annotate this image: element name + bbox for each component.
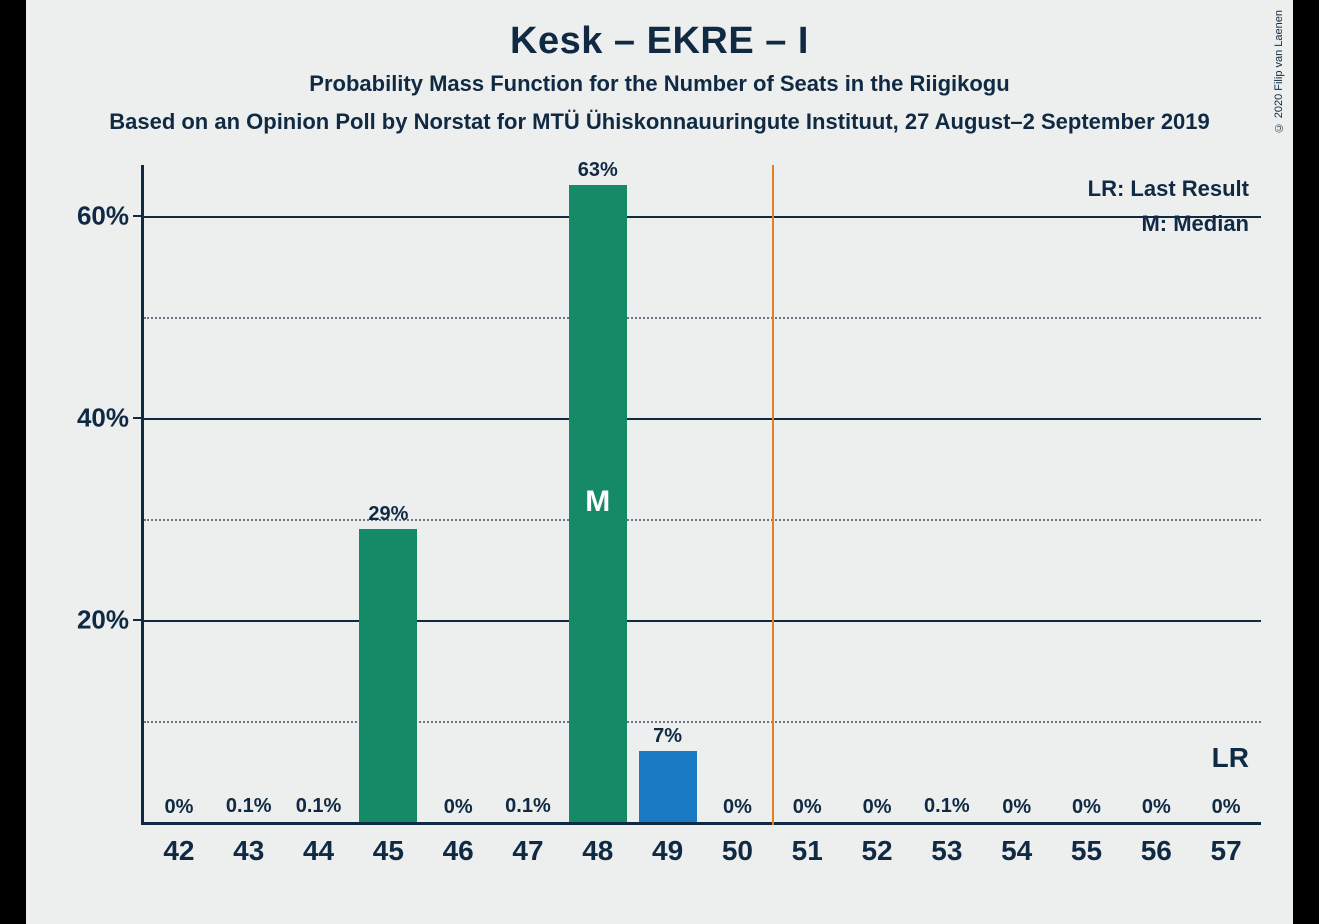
copyright-text: © 2020 Filip van Laenen bbox=[1273, 10, 1285, 133]
x-tick-label: 57 bbox=[1191, 835, 1261, 867]
chart-container: © 2020 Filip van Laenen Kesk – EKRE – I … bbox=[26, 0, 1293, 924]
bar-value-label: 0% bbox=[1191, 796, 1261, 819]
bar-value-label: 7% bbox=[633, 725, 703, 748]
y-tick-label: 60% bbox=[49, 200, 129, 231]
y-axis-line bbox=[141, 165, 144, 825]
x-tick-label: 48 bbox=[563, 835, 633, 867]
x-axis-line bbox=[141, 822, 1261, 825]
x-tick-label: 47 bbox=[493, 835, 563, 867]
y-tick-label: 40% bbox=[49, 402, 129, 433]
gridline-major bbox=[144, 418, 1261, 420]
bar-value-label: 0.1% bbox=[493, 795, 563, 818]
bar-value-label: 0% bbox=[423, 796, 493, 819]
x-tick-label: 42 bbox=[144, 835, 214, 867]
gridline-major bbox=[144, 216, 1261, 218]
x-tick-label: 56 bbox=[1121, 835, 1191, 867]
y-tick-label: 20% bbox=[49, 604, 129, 635]
plot-area: LR: Last Result M: Median 20%40%60% 0%42… bbox=[141, 165, 1261, 825]
bar-value-label: 0% bbox=[1121, 796, 1191, 819]
lr-label: LR bbox=[1212, 742, 1249, 774]
x-tick-label: 53 bbox=[912, 835, 982, 867]
legend: LR: Last Result M: Median bbox=[1088, 171, 1249, 241]
bar-value-label: 0% bbox=[772, 796, 842, 819]
x-tick-label: 55 bbox=[1051, 835, 1121, 867]
gridline-major bbox=[144, 620, 1261, 622]
median-label: M bbox=[585, 485, 610, 519]
bar-value-label: 0% bbox=[982, 796, 1052, 819]
gridline-minor bbox=[144, 317, 1261, 319]
bar-value-label: 0.1% bbox=[214, 795, 284, 818]
gridline-minor bbox=[144, 721, 1261, 723]
bar-value-label: 0% bbox=[702, 796, 772, 819]
legend-lr: LR: Last Result bbox=[1088, 171, 1249, 206]
x-tick-label: 54 bbox=[982, 835, 1052, 867]
bar-value-label: 0% bbox=[144, 796, 214, 819]
x-tick-label: 49 bbox=[633, 835, 703, 867]
chart-source: Based on an Opinion Poll by Norstat for … bbox=[26, 109, 1293, 135]
bar-value-label: 0% bbox=[842, 796, 912, 819]
bar bbox=[359, 529, 417, 822]
x-tick-label: 45 bbox=[353, 835, 423, 867]
x-tick-label: 44 bbox=[284, 835, 354, 867]
bar-value-label: 0% bbox=[1051, 796, 1121, 819]
x-tick-label: 46 bbox=[423, 835, 493, 867]
y-tick bbox=[133, 619, 141, 621]
chart-title: Kesk – EKRE – I bbox=[26, 0, 1293, 63]
y-tick bbox=[133, 417, 141, 419]
legend-m: M: Median bbox=[1088, 206, 1249, 241]
chart-subtitle: Probability Mass Function for the Number… bbox=[26, 71, 1293, 97]
bar-value-label: 29% bbox=[353, 503, 423, 526]
bar bbox=[639, 751, 697, 822]
gridline-minor bbox=[144, 519, 1261, 521]
y-tick bbox=[133, 215, 141, 217]
bar-value-label: 0.1% bbox=[912, 795, 982, 818]
lr-line bbox=[772, 165, 774, 825]
x-tick-label: 52 bbox=[842, 835, 912, 867]
bar-value-label: 0.1% bbox=[284, 795, 354, 818]
bar-value-label: 63% bbox=[563, 159, 633, 182]
x-tick-label: 51 bbox=[772, 835, 842, 867]
x-tick-label: 43 bbox=[214, 835, 284, 867]
x-tick-label: 50 bbox=[702, 835, 772, 867]
